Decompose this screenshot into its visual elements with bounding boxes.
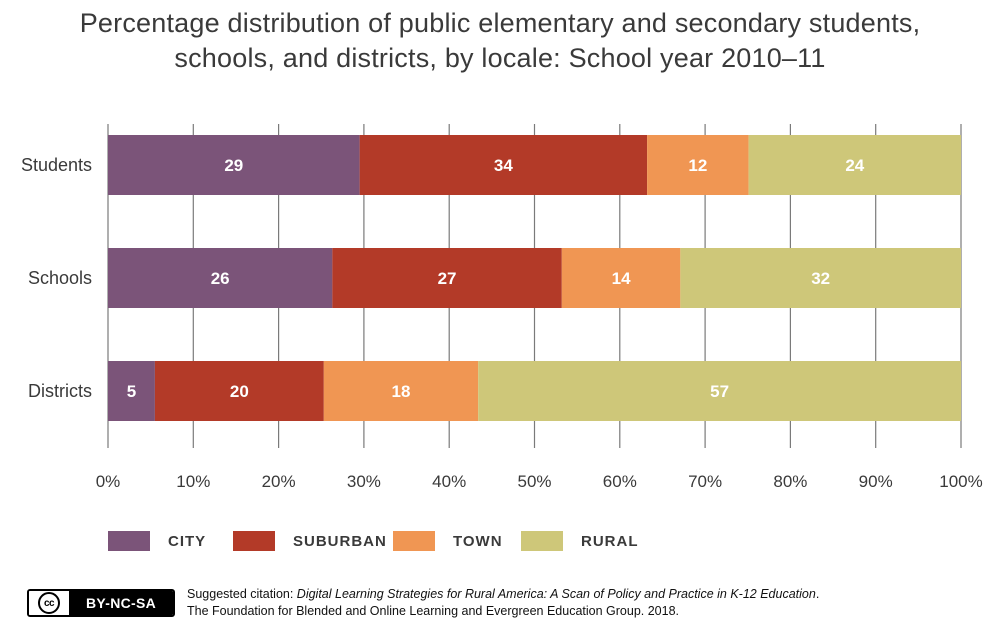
chart-title-line-2: schools, and districts, by locale: Schoo… [174, 43, 826, 73]
data-label: 20 [230, 382, 249, 401]
data-label: 32 [811, 269, 830, 288]
data-label: 5 [127, 382, 136, 401]
chart-title-line-1: Percentage distribution of public elemen… [79, 8, 921, 38]
data-label: 57 [710, 382, 729, 401]
citation-title: Digital Learning Strategies for Rural Am… [296, 587, 816, 601]
data-label: 18 [392, 382, 411, 401]
legend-item-town: TOWN [393, 530, 503, 552]
legend-label: SUBURBAN [293, 532, 387, 550]
bar-segment-city [108, 135, 360, 195]
bar-segment-city [108, 361, 155, 421]
cc-license-badge[interactable]: cc BY-NC-SA [27, 589, 175, 617]
x-tick-label: 80% [773, 472, 807, 491]
citation-text: Suggested citation: Digital Learning Str… [187, 586, 819, 620]
bar-segment-rural [478, 361, 961, 421]
bar-segment-town [561, 248, 681, 308]
bar-segment-suburban [332, 248, 562, 308]
data-label: 27 [438, 269, 457, 288]
legend-label: TOWN [453, 532, 503, 550]
data-label: 12 [688, 156, 707, 175]
citation-line-2: The Foundation for Blended and Online Le… [187, 604, 680, 618]
legend-item-city: CITY [108, 530, 206, 552]
legend-swatch [108, 531, 150, 551]
license-label: BY-NC-SA [69, 591, 173, 615]
legend-label: CITY [168, 532, 207, 550]
y-category-label: Districts [28, 381, 92, 401]
x-tick-label: 100% [939, 472, 982, 491]
bar-segment-town [647, 135, 749, 195]
bar-segment-city [108, 248, 333, 308]
legend-item-rural: RURAL [521, 530, 639, 552]
x-tick-label: 0% [96, 472, 121, 491]
bar-segment-rural [748, 135, 961, 195]
x-tick-label: 60% [603, 472, 637, 491]
data-label: 14 [612, 269, 631, 288]
legend-label: RURAL [581, 532, 639, 550]
data-label: 24 [845, 156, 864, 175]
citation-line-1: Suggested citation: Digital Learning Str… [187, 587, 820, 601]
chart-title: Percentage distribution of public elemen… [0, 6, 1000, 76]
legend-swatch [233, 531, 275, 551]
x-tick-label: 70% [688, 472, 722, 491]
bar-segment-suburban [154, 361, 324, 421]
y-category-label: Schools [28, 268, 92, 288]
x-tick-label: 40% [432, 472, 466, 491]
y-category-label: Students [21, 155, 92, 175]
cc-icon: cc [38, 592, 60, 614]
x-tick-label: 20% [262, 472, 296, 491]
legend-swatch [521, 531, 563, 551]
data-label: 26 [211, 269, 230, 288]
x-tick-label: 30% [347, 472, 381, 491]
bar-segment-rural [680, 248, 961, 308]
bar-segment-suburban [359, 135, 648, 195]
legend-item-suburban: SUBURBAN [233, 530, 387, 552]
x-tick-label: 10% [176, 472, 210, 491]
footer: cc BY-NC-SA Suggested citation: Digital … [27, 586, 987, 622]
bar-segment-town [323, 361, 479, 421]
legend-swatch [393, 531, 435, 551]
x-tick-label: 90% [859, 472, 893, 491]
x-tick-label: 50% [517, 472, 551, 491]
data-label: 34 [494, 156, 513, 175]
data-label: 29 [224, 156, 243, 175]
